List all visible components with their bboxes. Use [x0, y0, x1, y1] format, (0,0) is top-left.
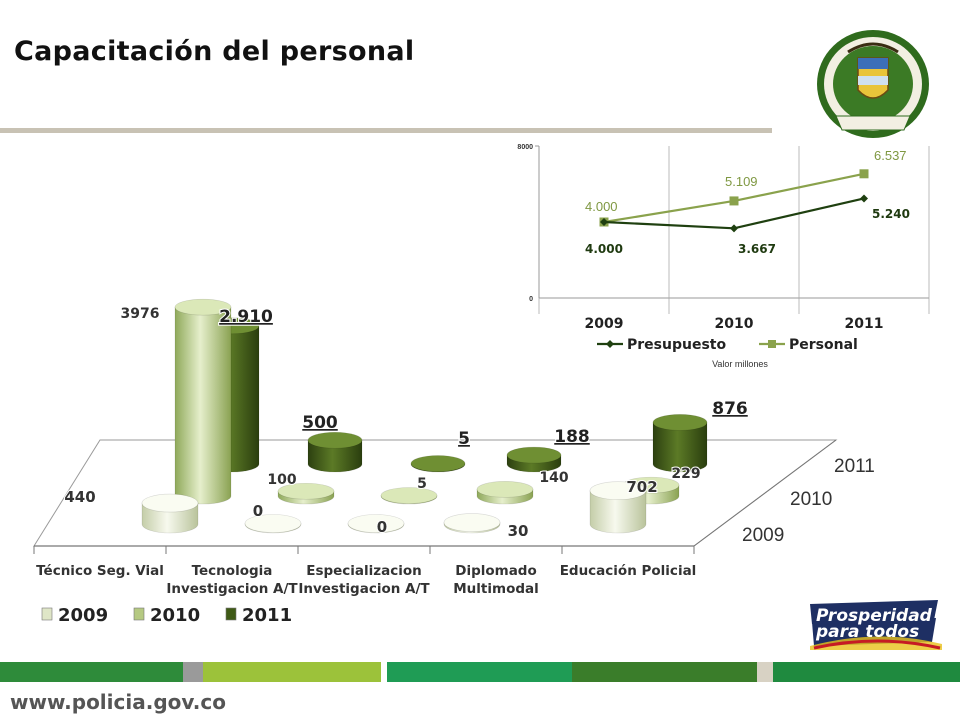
data-label-2009-4: 702 [626, 478, 657, 496]
depth-axis-line [693, 439, 837, 547]
footer-band-segment-4 [387, 662, 572, 682]
legend: 2009 2010 2011 [41, 605, 292, 626]
bar-2010-3 [476, 481, 534, 505]
legend-swatch-2010 [133, 607, 145, 621]
brand-line-1: Prosperidad [816, 606, 932, 626]
bar-2011-4 [652, 414, 708, 473]
data-labels-layer: 2.910 500 5 188 876 3976 100 5 140 229 440 0 0 30 702 [63, 305, 748, 541]
bar-2009-2 [347, 514, 405, 534]
data-label-2011-2: 5 [458, 429, 470, 449]
footer-url[interactable]: www.policia.gov.co [10, 690, 226, 714]
data-label-2009-2: 0 [377, 518, 387, 536]
bar-2009-3 [443, 513, 501, 534]
bar-2009-4 [589, 481, 647, 534]
category-axis: Técnico Seg. Vial Tecnologia Investigacion… [36, 563, 696, 597]
police-seal-logo [817, 30, 929, 138]
value-note: Valor millones [712, 359, 768, 369]
footer-band-segment-5 [572, 662, 757, 682]
data-label-2010-3: 140 [539, 470, 568, 486]
category-label-3-0: Diplomado [455, 563, 537, 579]
bar-2009-1 [244, 514, 302, 534]
data-label-2009-1: 0 [253, 502, 263, 520]
bar-2010-2 [380, 487, 438, 505]
depth-label-2010: 2010 [790, 489, 832, 510]
data-label-2011-3: 188 [554, 427, 590, 447]
line-label-Presupuesto-2: 5.240 [872, 207, 910, 221]
data-label-2010-1: 100 [267, 472, 296, 488]
line-label-Personal-0: 4.000 [585, 199, 618, 214]
prosperidad-logo: Prosperidad para todos [808, 598, 944, 650]
line-label-Presupuesto-1: 3.667 [738, 242, 776, 256]
legend-marker-Personal [768, 340, 776, 348]
line-label-Presupuesto-0: 4.000 [585, 242, 623, 256]
legend-text-Personal: Personal [789, 337, 858, 353]
legend-label-2011: 2011 [242, 605, 292, 626]
line-ytick-0: 0 [529, 296, 533, 303]
category-label-3-1: Multimodal [453, 581, 539, 597]
data-label-2010-4: 229 [671, 466, 700, 482]
legend-label-2010: 2010 [150, 605, 200, 626]
line-label-Personal-2: 6.537 [874, 148, 907, 163]
data-label-2010-2: 5 [417, 476, 427, 492]
category-label-4-0: Educación Policial [560, 563, 697, 579]
category-label-1-0: Tecnologia [192, 563, 273, 579]
bar-2011-2 [410, 455, 466, 473]
line-xlabel-2011: 2011 [845, 316, 884, 332]
line-xlabel-2010: 2010 [715, 316, 754, 332]
bar-2010-1 [277, 482, 335, 505]
brand-line-2: para todos [816, 622, 920, 642]
bar-2010-0 [174, 298, 232, 505]
point-Presupuesto-1 [730, 224, 738, 233]
bar-2011-3 [506, 446, 562, 473]
bar-2011-1 [307, 431, 363, 473]
page-title: Capacitación del personal [14, 36, 415, 67]
depth-label-2009: 2009 [742, 525, 784, 546]
data-label-2011-0: 2.910 [219, 307, 273, 327]
legend-swatch-2009 [41, 607, 53, 621]
legend-swatch-2011 [225, 607, 237, 621]
legend-label-2009: 2009 [58, 605, 108, 626]
footer-band-segment-1 [183, 662, 203, 682]
point-Personal-2 [859, 169, 869, 179]
data-label-2009-0: 440 [64, 488, 95, 506]
category-label-2-0: Especializacion [306, 563, 422, 579]
footer-color-bar [0, 662, 960, 682]
footer-band-segment-0 [0, 662, 183, 682]
category-label-1-1: Investigacion A/T [166, 581, 298, 597]
point-Personal-1 [729, 196, 739, 206]
line-ytick-8000: 8000 [517, 144, 533, 151]
line-xlabel-2009: 2009 [585, 316, 624, 332]
footer-band-segment-7 [773, 662, 960, 682]
data-label-2010-0: 3976 [121, 306, 160, 322]
category-label-2-1: Investigacion A/T [298, 581, 430, 597]
line-chart: 0 8000 2009 2010 2011 4.000 3.667 5.240 4.000 5.1… [517, 144, 930, 369]
bars-layer [141, 298, 708, 534]
title-divider [0, 128, 772, 133]
point-Presupuesto-0 [600, 218, 608, 226]
line-label-Personal-1: 5.109 [725, 174, 758, 189]
footer-band-segment-2 [203, 662, 381, 682]
footer-band-segment-3 [381, 662, 387, 682]
depth-label-2011: 2011 [834, 456, 875, 477]
data-label-2011-1: 500 [302, 413, 338, 433]
legend-marker-Presupuesto [606, 340, 614, 348]
point-Presupuesto-2 [860, 194, 868, 203]
legend-text-Presupuesto: Presupuesto [627, 337, 726, 353]
footer-band-segment-6 [757, 662, 773, 682]
bar-2009-0 [141, 493, 199, 534]
category-label-0-0: Técnico Seg. Vial [36, 563, 164, 579]
data-label-2011-4: 876 [712, 399, 748, 419]
data-label-2009-3: 30 [508, 522, 529, 540]
